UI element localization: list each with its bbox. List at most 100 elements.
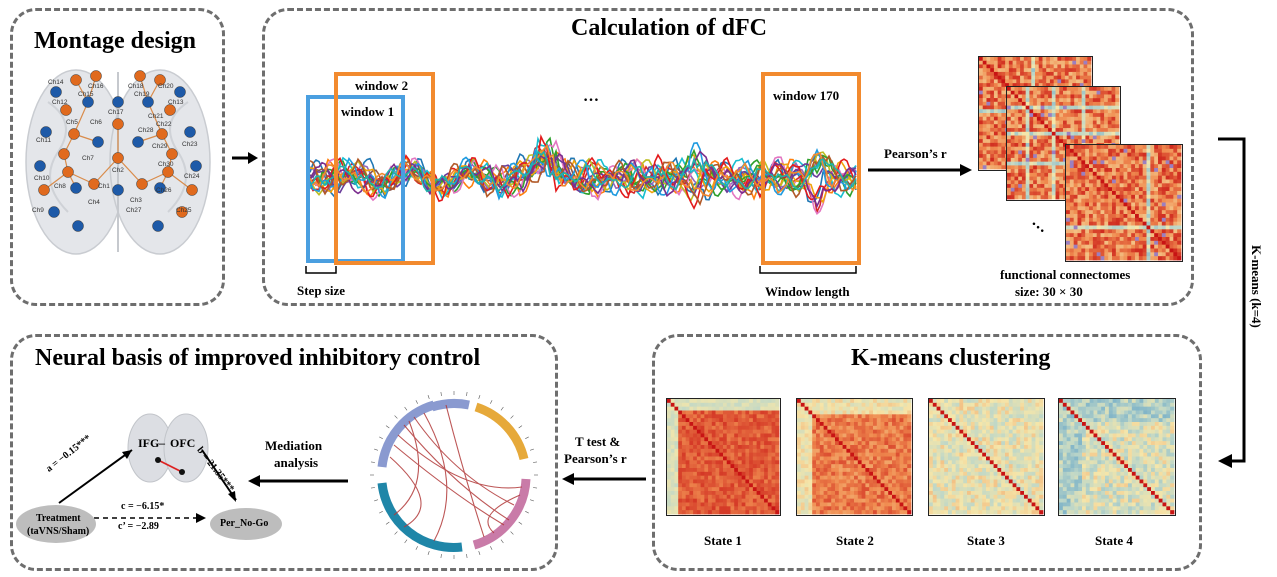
matrix-cell — [1104, 109, 1109, 114]
matrix-cell — [986, 414, 991, 419]
matrix-cell — [1107, 109, 1112, 114]
matrix-cell — [1029, 165, 1034, 170]
matrix-cell — [797, 468, 802, 473]
matrix-cell — [670, 452, 675, 457]
matrix-cell — [1083, 79, 1088, 84]
matrix-cell — [670, 456, 675, 461]
matrix-cell — [884, 464, 889, 469]
matrix-cell — [819, 445, 824, 450]
matrix-cell — [678, 460, 683, 465]
matrix-cell — [1096, 164, 1101, 169]
matrix-cell — [1154, 168, 1159, 173]
matrix-cell — [997, 402, 1002, 408]
matrix-cell — [880, 452, 885, 457]
matrix-cell — [1010, 113, 1015, 118]
matrix-cell — [1119, 156, 1124, 161]
matrix-cell — [734, 502, 739, 507]
matrix-cell — [1025, 169, 1030, 174]
matrix-cell — [1177, 187, 1182, 192]
matrix-cell — [990, 94, 995, 99]
matrix-cell — [1016, 410, 1021, 415]
matrix-cell — [685, 487, 690, 492]
matrix-cell — [903, 502, 908, 507]
matrix-cell — [838, 429, 843, 434]
matrix-cell — [1092, 139, 1097, 144]
matrix-cell — [693, 425, 698, 431]
matrix-cell — [681, 445, 687, 450]
matrix-cell — [884, 483, 889, 488]
matrix-cell — [997, 113, 1002, 118]
matrix-cell — [1104, 101, 1109, 107]
matrix-cell — [982, 142, 987, 147]
matrix-cell — [1096, 168, 1101, 173]
matrix-cell — [1038, 79, 1043, 84]
matrix-cell — [907, 399, 912, 404]
matrix-cell — [1029, 113, 1034, 118]
matrix-cell — [723, 498, 728, 503]
matrix-cell — [1025, 184, 1030, 189]
matrix-cell — [869, 498, 874, 503]
matrix-cell — [723, 464, 728, 469]
matrix-cell — [1077, 113, 1083, 118]
matrix-cell — [936, 437, 941, 442]
matrix-cell — [819, 418, 824, 423]
matrix-cell — [1119, 191, 1124, 196]
matrix-cell — [1092, 145, 1098, 150]
matrix-cell — [1135, 221, 1140, 226]
matrix-cell — [767, 410, 772, 415]
matrix-cell — [986, 402, 991, 408]
matrix-cell — [979, 79, 984, 84]
matrix-cell — [1104, 194, 1109, 200]
matrix-cell — [1169, 221, 1174, 226]
matrix-cell — [1158, 160, 1163, 165]
matrix-cell — [1044, 124, 1049, 129]
matrix-cell — [888, 471, 893, 477]
matrix-cell — [681, 441, 687, 446]
matrix-cell — [997, 90, 1002, 95]
matrix-cell — [850, 414, 855, 419]
matrix-cell — [1081, 124, 1086, 129]
matrix-cell — [719, 422, 724, 427]
matrix-cell — [1035, 433, 1040, 438]
matrix-cell — [1046, 79, 1051, 84]
matrix-cell — [719, 452, 724, 457]
matrix-cell — [816, 433, 821, 438]
matrix-cell — [1077, 202, 1082, 207]
matrix-cell — [715, 468, 720, 473]
matrix-cell — [1100, 87, 1105, 92]
matrix-cell — [1010, 191, 1015, 196]
matrix-cell — [1012, 429, 1017, 434]
matrix-cell — [1040, 143, 1045, 148]
matrix-cell — [979, 142, 984, 147]
matrix-cell — [681, 468, 687, 473]
matrix-cell — [865, 422, 870, 427]
matrix-cell — [1135, 187, 1140, 192]
matrix-cell — [749, 452, 754, 457]
matrix-cell — [1111, 135, 1116, 140]
matrix-cell — [708, 414, 713, 419]
matrix-cell — [838, 399, 843, 404]
matrix-cell — [1040, 184, 1045, 189]
matrix-cell — [903, 475, 908, 480]
matrix-cell — [1150, 244, 1155, 249]
matrix-cell — [1096, 90, 1101, 95]
matrix-cell — [1173, 148, 1178, 154]
matrix-cell — [865, 487, 870, 492]
matrix-cell — [812, 437, 817, 442]
matrix-cell — [723, 468, 728, 473]
matrix-cell — [819, 502, 824, 507]
matrix-cell — [1061, 79, 1066, 84]
channel-label: Ch9 — [32, 207, 44, 214]
matrix-cell — [880, 425, 885, 431]
matrix-cell — [1051, 90, 1056, 95]
matrix-cell — [880, 475, 885, 480]
matrix-cell — [741, 406, 746, 411]
channel-label: Ch26 — [156, 187, 172, 194]
matrix-cell — [752, 418, 757, 423]
matrix-cell — [986, 161, 991, 166]
matrix-cell — [674, 471, 679, 477]
matrix-cell — [1029, 135, 1034, 140]
matrix-cell — [1040, 154, 1045, 159]
matrix-cell — [700, 487, 705, 492]
matrix-cell — [838, 441, 843, 446]
